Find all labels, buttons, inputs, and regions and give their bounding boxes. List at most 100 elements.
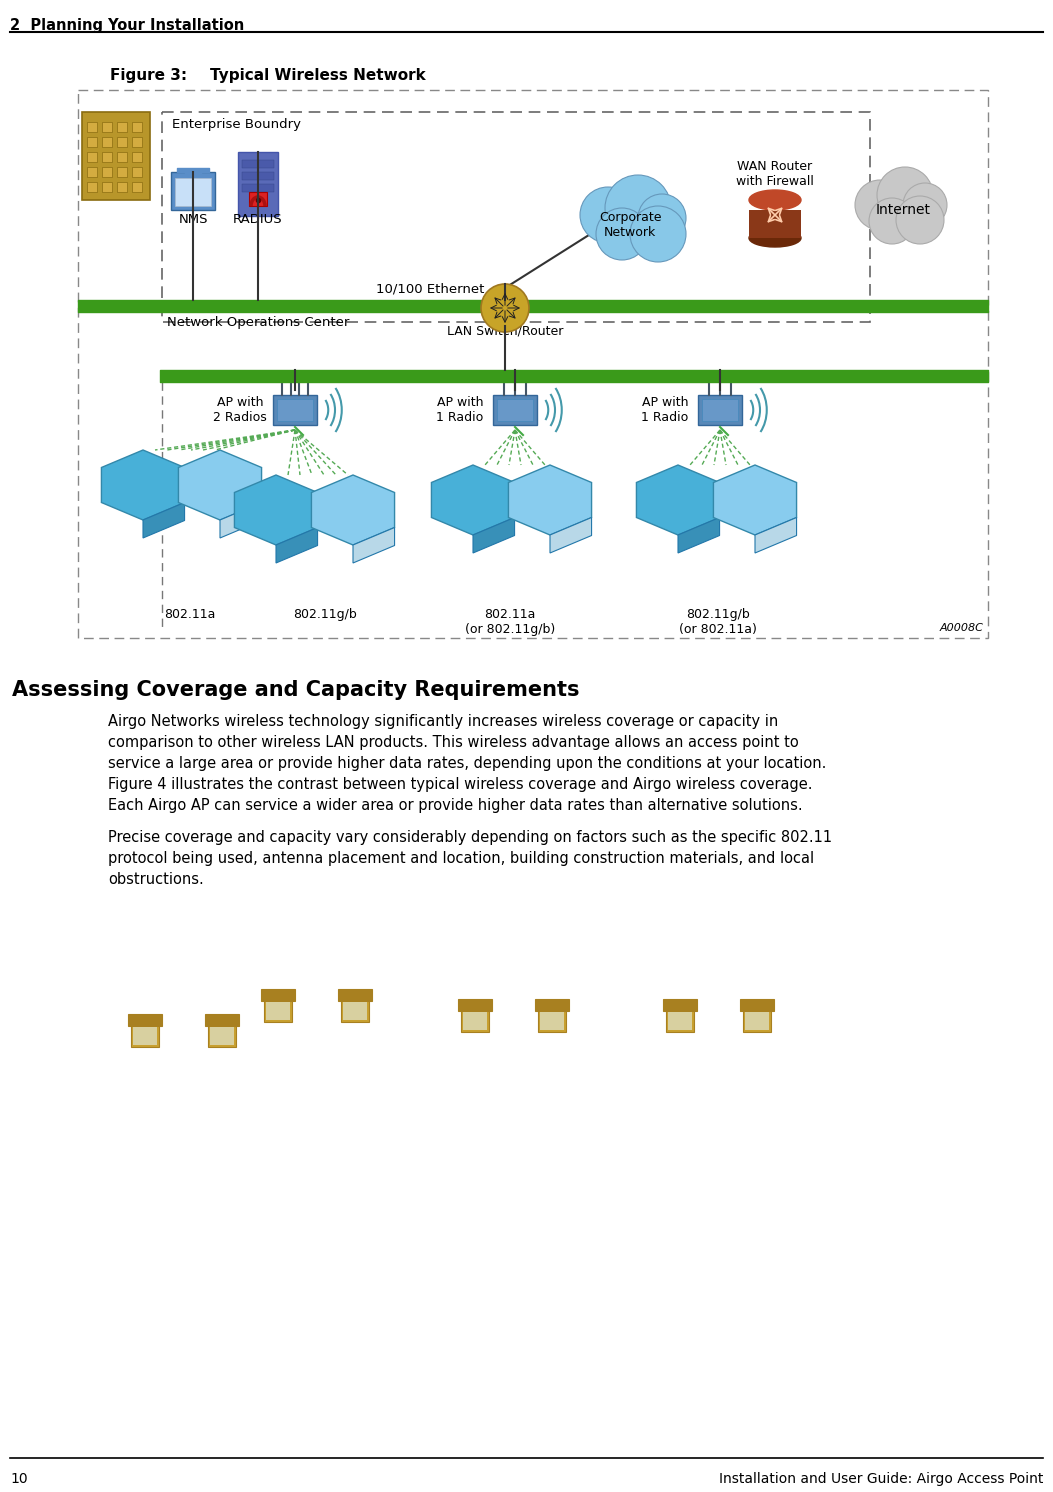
FancyBboxPatch shape [264,1000,292,1022]
Ellipse shape [749,228,801,248]
Circle shape [596,207,648,260]
Text: Internet: Internet [875,203,931,216]
Text: 10: 10 [9,1473,27,1486]
FancyBboxPatch shape [493,395,537,425]
FancyBboxPatch shape [133,1026,157,1044]
FancyBboxPatch shape [740,1000,774,1012]
FancyBboxPatch shape [242,184,274,192]
FancyBboxPatch shape [87,122,97,131]
FancyBboxPatch shape [117,167,127,178]
Polygon shape [550,518,592,554]
Text: RADIUS: RADIUS [233,213,283,225]
FancyBboxPatch shape [463,1012,486,1029]
Text: 10/100 Ethernet: 10/100 Ethernet [376,283,484,295]
FancyBboxPatch shape [205,1015,239,1026]
Text: Corporate
Network: Corporate Network [599,210,661,239]
Text: service a large area or provide higher data rates, depending upon the conditions: service a large area or provide higher d… [108,756,827,771]
FancyBboxPatch shape [117,182,127,192]
Text: 802.11g/b
(or 802.11a): 802.11g/b (or 802.11a) [679,609,757,636]
Text: LAN Switch/Router: LAN Switch/Router [446,325,563,339]
FancyBboxPatch shape [117,152,127,163]
Text: Installation and User Guide: Airgo Access Point: Installation and User Guide: Airgo Acces… [718,1473,1044,1486]
Polygon shape [220,503,261,539]
FancyBboxPatch shape [273,395,317,425]
FancyBboxPatch shape [343,1003,367,1021]
Text: AP with
2 Radios: AP with 2 Radios [213,395,266,424]
FancyBboxPatch shape [341,1000,369,1022]
Text: 802.11a
(or 802.11g/b): 802.11a (or 802.11g/b) [464,609,555,636]
Polygon shape [353,528,395,562]
FancyBboxPatch shape [540,1012,564,1029]
Polygon shape [714,466,796,536]
FancyBboxPatch shape [132,122,142,131]
FancyBboxPatch shape [277,398,313,421]
Polygon shape [432,466,515,536]
Circle shape [580,186,636,243]
FancyBboxPatch shape [117,122,127,131]
Ellipse shape [749,189,801,210]
FancyBboxPatch shape [87,167,97,178]
Text: 802.11a: 802.11a [164,609,216,621]
Polygon shape [101,451,184,521]
Polygon shape [755,518,796,554]
FancyBboxPatch shape [242,160,274,169]
Text: NMS: NMS [178,213,207,225]
FancyBboxPatch shape [663,1000,697,1012]
FancyBboxPatch shape [535,1000,569,1012]
Polygon shape [235,474,318,545]
Text: AP with
1 Radio: AP with 1 Radio [641,395,689,424]
Text: Precise coverage and capacity vary considerably depending on factors such as the: Precise coverage and capacity vary consi… [108,830,832,844]
Text: Enterprise Boundry: Enterprise Boundry [172,118,301,131]
Text: 2  Planning Your Installation: 2 Planning Your Installation [9,18,244,33]
Polygon shape [276,528,318,562]
Polygon shape [678,518,719,554]
Text: Figure 3:: Figure 3: [110,69,187,84]
Circle shape [605,175,671,242]
FancyBboxPatch shape [461,1010,489,1032]
Circle shape [630,206,686,263]
FancyBboxPatch shape [132,137,142,148]
Polygon shape [636,466,719,536]
Circle shape [896,195,943,245]
FancyBboxPatch shape [249,192,267,206]
FancyBboxPatch shape [261,989,295,1001]
Text: Typical Wireless Network: Typical Wireless Network [210,69,425,84]
FancyBboxPatch shape [102,122,112,131]
Circle shape [877,167,933,222]
FancyBboxPatch shape [132,182,142,192]
FancyBboxPatch shape [128,1015,162,1026]
Polygon shape [509,466,592,536]
FancyBboxPatch shape [210,1026,234,1044]
Text: Network Operations Center: Network Operations Center [167,316,350,330]
FancyBboxPatch shape [82,112,150,200]
FancyBboxPatch shape [132,167,142,178]
FancyBboxPatch shape [668,1012,692,1029]
Polygon shape [312,474,395,545]
FancyBboxPatch shape [87,182,97,192]
FancyBboxPatch shape [458,1000,492,1012]
FancyBboxPatch shape [132,152,142,163]
Text: protocol being used, antenna placement and location, building construction mater: protocol being used, antenna placement a… [108,850,814,865]
Text: comparison to other wireless LAN products. This wireless advantage allows an acc: comparison to other wireless LAN product… [108,736,799,750]
FancyBboxPatch shape [87,137,97,148]
FancyBboxPatch shape [208,1025,236,1047]
Circle shape [903,184,947,227]
Circle shape [869,198,915,245]
FancyBboxPatch shape [749,210,801,239]
Circle shape [481,283,529,333]
Text: AP with
1 Radio: AP with 1 Radio [436,395,483,424]
FancyBboxPatch shape [102,137,112,148]
Circle shape [638,194,686,242]
FancyBboxPatch shape [131,1025,159,1047]
Text: WAN Router
with Firewall: WAN Router with Firewall [736,160,814,188]
FancyBboxPatch shape [175,178,211,206]
Text: Airgo Networks wireless technology significantly increases wireless coverage or : Airgo Networks wireless technology signi… [108,715,778,730]
FancyBboxPatch shape [102,182,112,192]
Text: Figure 4 illustrates the contrast between typical wireless coverage and Airgo wi: Figure 4 illustrates the contrast betwee… [108,777,813,792]
FancyBboxPatch shape [242,172,274,181]
FancyBboxPatch shape [117,137,127,148]
Circle shape [855,181,905,230]
FancyBboxPatch shape [746,1012,769,1029]
FancyBboxPatch shape [698,395,742,425]
Text: 802.11g/b: 802.11g/b [293,609,357,621]
